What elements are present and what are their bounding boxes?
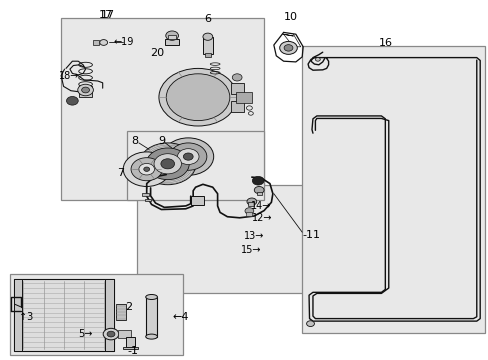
- Circle shape: [232, 74, 242, 81]
- Circle shape: [203, 33, 212, 40]
- Circle shape: [254, 186, 264, 194]
- Circle shape: [139, 163, 154, 175]
- Bar: [14, 279, 22, 351]
- Bar: [142, 193, 149, 196]
- Bar: [125, 337, 135, 347]
- Bar: [118, 330, 130, 338]
- Text: ←19: ←19: [113, 37, 134, 47]
- Bar: [231, 101, 244, 112]
- Text: 7: 7: [117, 168, 124, 178]
- Circle shape: [81, 87, 89, 93]
- Text: 17: 17: [101, 10, 114, 20]
- Circle shape: [107, 331, 115, 337]
- Text: 6: 6: [204, 14, 211, 24]
- Circle shape: [284, 45, 292, 51]
- Circle shape: [252, 176, 264, 185]
- Text: ↑3: ↑3: [19, 312, 33, 322]
- Circle shape: [139, 143, 196, 185]
- Text: 12→: 12→: [252, 213, 272, 223]
- Text: 10: 10: [284, 12, 297, 22]
- Circle shape: [166, 74, 229, 121]
- Circle shape: [165, 31, 178, 40]
- Circle shape: [306, 321, 314, 327]
- Ellipse shape: [145, 294, 157, 300]
- Bar: [93, 40, 99, 45]
- Bar: [302, 46, 484, 333]
- Text: -1: -1: [127, 346, 138, 356]
- Bar: [127, 131, 264, 200]
- Circle shape: [146, 148, 189, 180]
- Bar: [137, 185, 322, 293]
- Bar: [190, 196, 204, 205]
- Bar: [168, 35, 176, 39]
- Bar: [236, 92, 251, 103]
- Circle shape: [161, 159, 174, 169]
- Bar: [204, 53, 210, 57]
- Text: -11: -11: [302, 230, 320, 240]
- Circle shape: [163, 138, 213, 175]
- Circle shape: [154, 154, 181, 174]
- Text: 18→: 18→: [59, 71, 80, 81]
- Circle shape: [100, 40, 107, 45]
- Circle shape: [66, 96, 78, 105]
- Bar: [116, 304, 126, 320]
- Text: 15→: 15→: [241, 245, 261, 255]
- Text: 8: 8: [131, 136, 138, 146]
- Bar: [246, 212, 251, 216]
- Circle shape: [183, 153, 193, 160]
- Circle shape: [78, 84, 93, 96]
- Bar: [248, 202, 254, 206]
- Circle shape: [103, 328, 119, 340]
- Bar: [231, 83, 244, 94]
- Text: 14→: 14→: [250, 201, 270, 211]
- Circle shape: [169, 143, 206, 170]
- Circle shape: [123, 152, 170, 186]
- Bar: [145, 297, 157, 337]
- Text: ←4: ←4: [172, 312, 188, 322]
- Ellipse shape: [145, 334, 157, 339]
- Text: 16: 16: [379, 38, 392, 48]
- Bar: [10, 274, 183, 355]
- Text: 17: 17: [99, 10, 113, 20]
- Circle shape: [246, 198, 256, 205]
- Text: 5→: 5→: [79, 329, 93, 339]
- Text: 2: 2: [124, 302, 132, 312]
- Text: 13→: 13→: [243, 231, 264, 241]
- Circle shape: [279, 41, 297, 54]
- Bar: [256, 192, 261, 195]
- Circle shape: [177, 149, 199, 165]
- Circle shape: [244, 208, 253, 214]
- Bar: [145, 198, 151, 201]
- Bar: [123, 347, 138, 349]
- Circle shape: [143, 167, 149, 171]
- Text: 9: 9: [158, 136, 164, 146]
- Text: 20: 20: [149, 48, 163, 58]
- Circle shape: [315, 58, 320, 61]
- Bar: [79, 86, 92, 97]
- Circle shape: [131, 158, 162, 181]
- Bar: [105, 279, 114, 351]
- Circle shape: [159, 68, 237, 126]
- Bar: [165, 39, 179, 45]
- Bar: [61, 18, 264, 200]
- Bar: [14, 279, 114, 351]
- Bar: [203, 37, 212, 54]
